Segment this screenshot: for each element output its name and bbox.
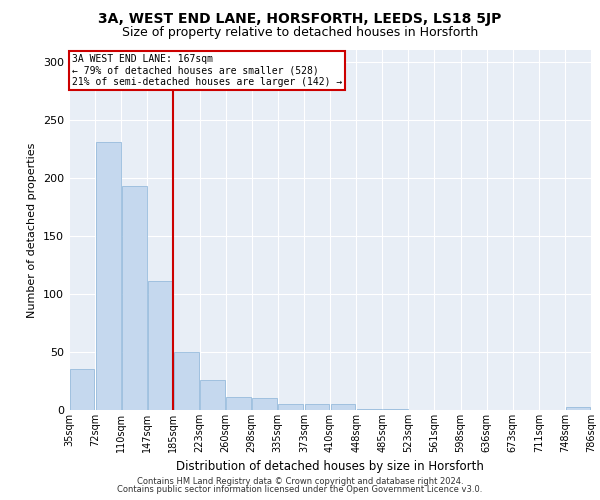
Bar: [148, 281, 173, 410]
Bar: [278, 404, 303, 410]
Bar: [566, 406, 590, 410]
Bar: [357, 409, 382, 410]
Bar: [122, 186, 146, 410]
Text: Contains HM Land Registry data © Crown copyright and database right 2024.: Contains HM Land Registry data © Crown c…: [137, 477, 463, 486]
Bar: [174, 352, 199, 410]
X-axis label: Distribution of detached houses by size in Horsforth: Distribution of detached houses by size …: [176, 460, 484, 473]
Bar: [253, 398, 277, 410]
Bar: [331, 404, 355, 410]
Bar: [383, 409, 407, 410]
Bar: [305, 404, 329, 410]
Bar: [70, 370, 94, 410]
Bar: [96, 142, 121, 410]
Text: 3A, WEST END LANE, HORSFORTH, LEEDS, LS18 5JP: 3A, WEST END LANE, HORSFORTH, LEEDS, LS1…: [98, 12, 502, 26]
Text: Contains public sector information licensed under the Open Government Licence v3: Contains public sector information licen…: [118, 484, 482, 494]
Bar: [200, 380, 225, 410]
Y-axis label: Number of detached properties: Number of detached properties: [28, 142, 37, 318]
Text: Size of property relative to detached houses in Horsforth: Size of property relative to detached ho…: [122, 26, 478, 39]
Bar: [226, 397, 251, 410]
Text: 3A WEST END LANE: 167sqm
← 79% of detached houses are smaller (528)
21% of semi-: 3A WEST END LANE: 167sqm ← 79% of detach…: [71, 54, 342, 87]
